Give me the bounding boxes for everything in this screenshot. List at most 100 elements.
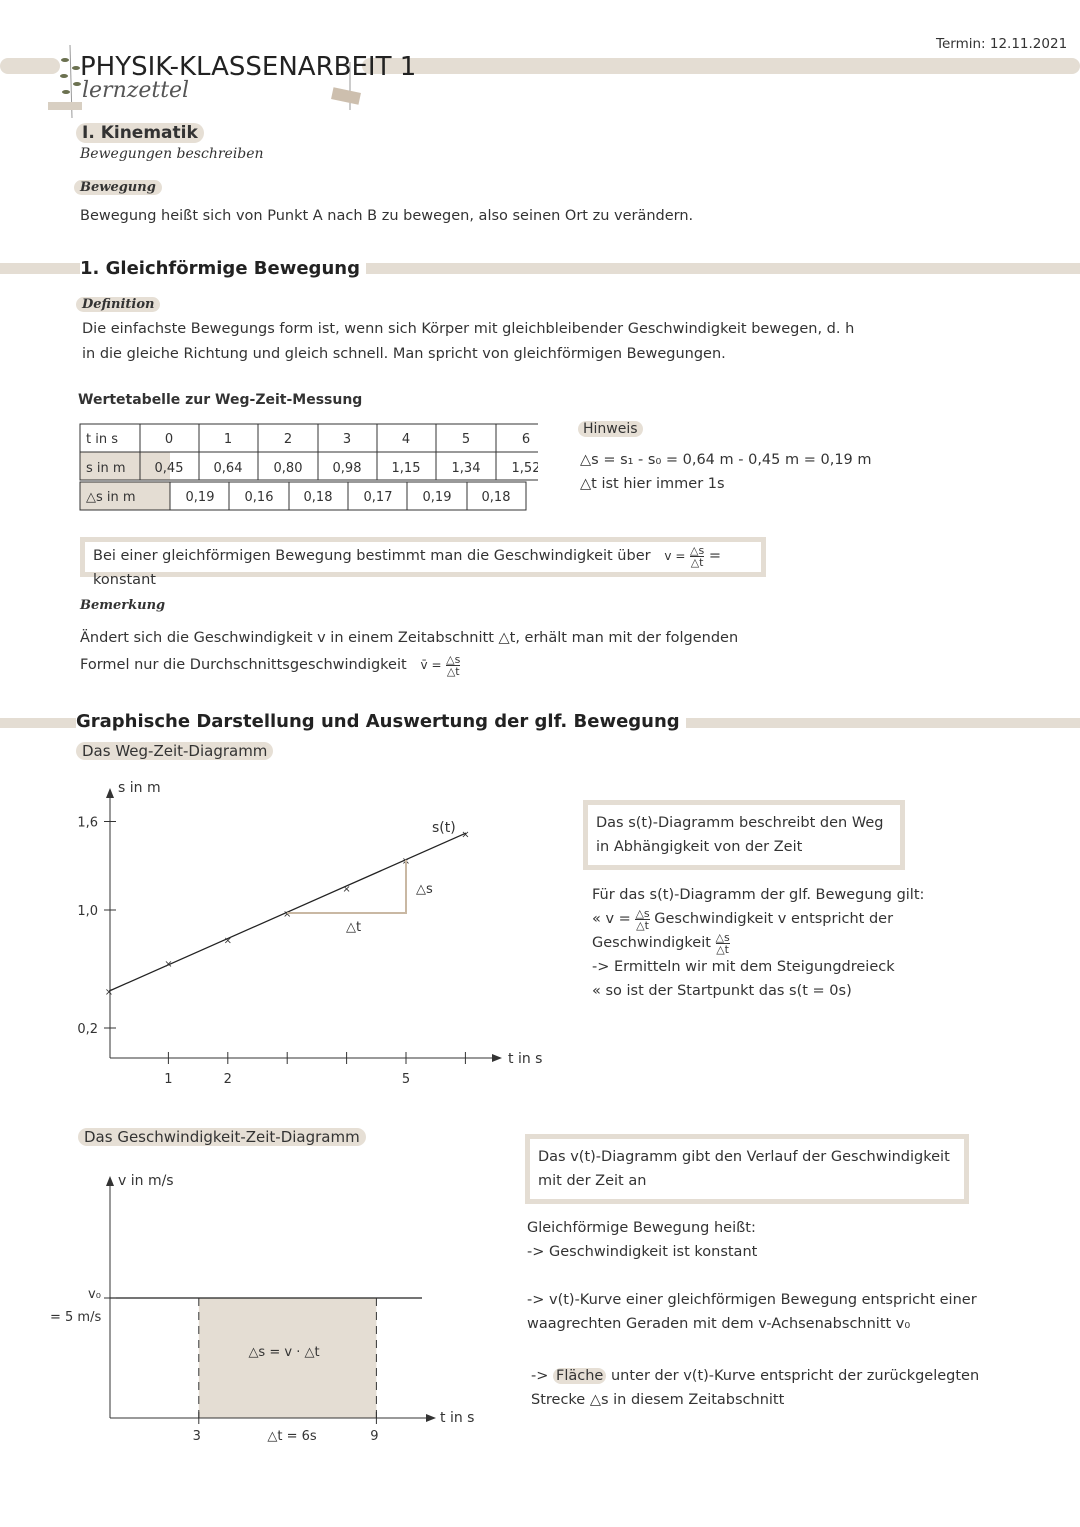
note-part: -> <box>531 1368 549 1384</box>
y-axis-label: s in m <box>118 780 161 796</box>
table-title: Wertetabelle zur Weg-Zeit-Messung <box>78 392 363 408</box>
y-tick-label: 1,6 <box>77 816 98 831</box>
note: « so ist der Startpunkt das s(t = 0s) <box>592 983 852 999</box>
table-header-bg <box>80 452 170 480</box>
table-border <box>79 481 527 511</box>
section-heading: Graphische Darstellung und Auswertung de… <box>76 711 686 732</box>
x-tick-label: 2 <box>224 1072 232 1087</box>
table-cell: 6 <box>522 432 530 447</box>
text: Formel nur die Durchschnittsgeschwindigk… <box>80 652 461 678</box>
hint-title: Hinweis <box>578 421 643 437</box>
note: Gleichförmige Bewegung heißt: <box>527 1220 756 1236</box>
subheading: Das Geschwindigkeit-Zeit-Diagramm <box>78 1128 366 1146</box>
table-cell: 0,16 <box>245 490 274 505</box>
table-cell: 1,15 <box>392 461 421 476</box>
x-axis-arrow <box>492 1054 502 1062</box>
note-part: unter der v(t)-Kurve entspricht der zurü… <box>610 1368 980 1384</box>
label-definition: Definition <box>76 297 161 312</box>
table-cell: 0,45 <box>155 461 184 476</box>
table-cell: 0,18 <box>482 490 511 505</box>
text: Die einfachste Bewegungs form ist, wenn … <box>82 321 855 337</box>
curve-label: s(t) <box>432 820 456 836</box>
note: Geschwindigkeit △s △t <box>592 931 924 955</box>
note-part: « v = <box>592 911 631 927</box>
numerator: △s <box>635 906 650 920</box>
fraction: △s △t <box>635 906 650 931</box>
table-cell: 1 <box>224 432 232 447</box>
label-bemerkung: Bemerkung <box>80 598 166 613</box>
vt-notes: Gleichförmige Bewegung heißt: -> Geschwi… <box>527 1216 979 1412</box>
hint-line: △t ist hier immer 1s <box>580 476 725 492</box>
x-tick-label: 3 <box>193 1429 201 1444</box>
vbar: v̄ = <box>420 658 442 672</box>
table-cell: 0,98 <box>333 461 362 476</box>
formula-v: v = <box>664 549 686 563</box>
v0-label: v₀ <box>88 1287 101 1302</box>
text: Ändert sich die Geschwindigkeit v in ein… <box>80 630 739 646</box>
data-point: × <box>461 829 469 840</box>
table-cell: s in m <box>86 461 126 476</box>
table-cell: 4 <box>402 432 410 447</box>
data-point: × <box>283 909 291 920</box>
note: waagrechten Geraden mit dem v-Achsenabsc… <box>527 1316 911 1332</box>
section-heading: I. Kinematik <box>76 123 204 143</box>
fraction: △s △t <box>715 930 730 956</box>
tape-icon <box>331 62 361 110</box>
note: -> Ermitteln wir mit dem Steigungdreieck <box>592 959 895 975</box>
table-cell: 2 <box>284 432 292 447</box>
table-cell: 0,17 <box>364 490 393 505</box>
y-tick-label: 0,2 <box>77 1022 98 1037</box>
v0-value: = 5 m/s <box>50 1310 101 1325</box>
hint-line: △s = s₁ - s₀ = 0,64 m - 0,45 m = 0,19 m <box>580 452 872 468</box>
denominator: △t <box>716 942 729 956</box>
x-axis-label: t in s <box>508 1051 542 1067</box>
table-cell: 0 <box>165 432 173 447</box>
text: Bewegung heißt sich von Punkt A nach B z… <box>80 208 694 224</box>
plant-icon <box>48 44 82 119</box>
note: Strecke △s in diesem Zeitabschnitt <box>531 1392 785 1408</box>
data-point: × <box>105 987 113 998</box>
table-header-bg <box>80 482 170 510</box>
table-cell: 1,52 <box>512 461 538 476</box>
numerator: △s <box>446 652 461 666</box>
x-tick-label: 5 <box>402 1072 410 1087</box>
denominator: △t <box>690 555 704 569</box>
fraction: △s △t <box>446 652 461 678</box>
x-tick-label: 9 <box>370 1429 378 1444</box>
data-point: × <box>164 959 172 970</box>
decor-band <box>362 58 1080 74</box>
note: -> Fläche unter der v(t)-Kurve entsprich… <box>527 1364 979 1388</box>
delta-t-label: △t = 6s <box>267 1429 317 1444</box>
area-label: △s = v · △t <box>248 1345 319 1360</box>
table-cell: 5 <box>462 432 470 447</box>
delta-s-label: △s <box>416 882 433 897</box>
denominator: △t <box>446 664 460 678</box>
highlight-flaeche: Fläche <box>553 1368 607 1384</box>
divider <box>0 263 1080 274</box>
table-cell: 3 <box>343 432 351 447</box>
table-cell: 0,80 <box>274 461 303 476</box>
table-cell: △s in m <box>86 490 136 505</box>
section-heading: 1. Gleichförmige Bewegung <box>80 258 366 279</box>
x-tick-label: 1 <box>164 1072 172 1087</box>
subheading: Das Weg-Zeit-Diagramm <box>76 742 274 760</box>
note-part: Geschwindigkeit <box>592 935 711 951</box>
y-axis-arrow <box>106 1176 114 1186</box>
decor-band <box>0 58 60 74</box>
note: -> v(t)-Kurve einer gleichförmigen Beweg… <box>527 1292 977 1308</box>
st-notes: Für das s(t)-Diagramm der glf. Bewegung … <box>592 883 924 1003</box>
y-axis-arrow <box>106 788 114 798</box>
table-cell: 0,19 <box>423 490 452 505</box>
note: Für das s(t)-Diagramm der glf. Bewegung … <box>592 887 925 903</box>
data-point: × <box>342 884 350 895</box>
label-bewegung: Bewegung <box>74 180 162 195</box>
numerator: △s <box>715 930 730 944</box>
date: Termin: 12.11.2021 <box>936 36 1068 52</box>
area <box>198 1298 377 1418</box>
remark-text: Formel nur die Durchschnittsgeschwindigk… <box>80 657 407 673</box>
formula-box: Bei einer gleichförmigen Bewegung bestim… <box>80 537 766 588</box>
page-title: PHYSIK-KLASSENARBEIT 1 <box>80 52 417 82</box>
table-cell: 0,18 <box>304 490 333 505</box>
y-tick-label: 1,0 <box>77 904 98 919</box>
